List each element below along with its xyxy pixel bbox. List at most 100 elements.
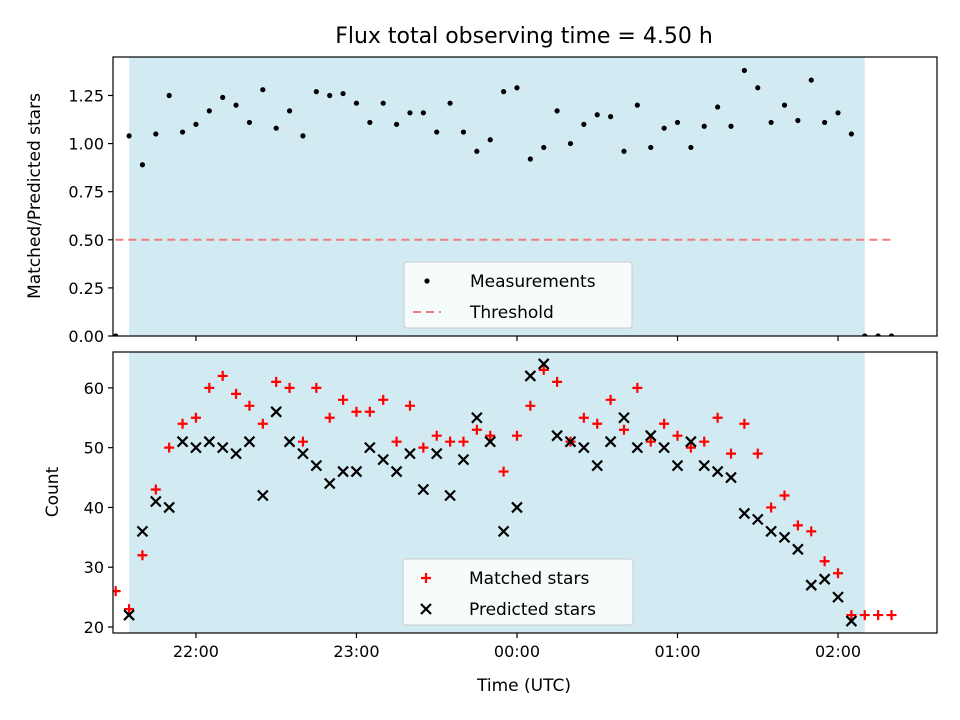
- matched-point: [113, 586, 121, 597]
- legend-measurements-marker: [424, 278, 430, 284]
- measurement-point: [594, 112, 600, 118]
- predicted-point: [511, 501, 523, 514]
- matched-point: [324, 412, 335, 423]
- predicted-point: [243, 435, 256, 448]
- predicted-point: [230, 447, 242, 460]
- matched-point: [471, 424, 482, 435]
- measurement-point: [688, 144, 694, 151]
- top-y-tick-label: 0.00: [68, 327, 104, 346]
- predicted-point: [604, 435, 617, 448]
- predicted-point: [203, 435, 216, 448]
- measurement-point: [781, 102, 788, 108]
- matched-point: [97, 586, 107, 596]
- predicted-point: [190, 441, 202, 454]
- predicted-point: [618, 411, 630, 424]
- x-tick-label: 02:00: [815, 642, 861, 661]
- matched-point: [217, 370, 228, 381]
- matched-point: [699, 436, 710, 447]
- top-legend: Measurements Threshold: [403, 261, 633, 329]
- predicted-point: [216, 441, 229, 454]
- measurement-point: [139, 162, 146, 168]
- predicted-point: [390, 465, 403, 478]
- measurement-point: [380, 100, 386, 106]
- matched-point: [378, 394, 389, 405]
- x-axis-label: Time (UTC): [476, 676, 571, 696]
- measurement-point: [527, 156, 533, 162]
- matched-point: [351, 406, 362, 417]
- predicted-point: [832, 591, 844, 603]
- matched-point: [886, 610, 897, 621]
- matched-point: [311, 382, 322, 393]
- matched-point: [137, 550, 148, 561]
- top-axes-frame: [112, 56, 938, 337]
- measurement-point: [795, 117, 801, 124]
- measurement-point: [153, 131, 159, 137]
- measurement-point: [286, 108, 293, 114]
- bottom-y-tick-label: 20: [84, 618, 104, 637]
- predicted-point: [136, 525, 149, 538]
- measurement-point: [206, 108, 212, 114]
- matched-point: [458, 436, 469, 447]
- bottom-axes-frame: [112, 351, 938, 634]
- predicted-point: [524, 370, 537, 382]
- predicted-point: [417, 483, 430, 496]
- measurement-point: [193, 121, 199, 127]
- predicted-point: [444, 489, 456, 502]
- measurement-point: [300, 133, 306, 139]
- predicted-point: [270, 406, 282, 418]
- top-y-tick-label: 0.25: [68, 279, 104, 298]
- measurement-point: [434, 129, 440, 135]
- matched-point: [498, 466, 509, 477]
- measurement-point: [367, 119, 373, 126]
- matched-point: [231, 388, 242, 399]
- predicted-point: [323, 477, 336, 490]
- bottom-y-tick-label: 60: [84, 379, 104, 398]
- measurement-point: [126, 133, 132, 139]
- measurement-point: [621, 148, 627, 154]
- predicted-point: [658, 441, 670, 454]
- matched-point: [177, 418, 188, 429]
- measurement-point: [567, 140, 574, 147]
- bottom-panel: 20 30 40 50 60 22:00 23:00 00:00 01:00 02:00 Match…: [84, 351, 938, 661]
- legend-label-matched-stars: Matched stars: [469, 569, 589, 589]
- predicted-point: [591, 459, 604, 472]
- measurement-point: [862, 333, 868, 336]
- predicted-point: [551, 429, 563, 442]
- matched-point: [779, 490, 790, 501]
- predicted-point: [364, 441, 376, 454]
- matched-point: [364, 406, 375, 417]
- measurement-point: [741, 67, 747, 74]
- matched-point: [726, 448, 736, 459]
- bottom-legend: Matched stars Predicted stars: [402, 558, 634, 626]
- measurement-point: [822, 119, 828, 126]
- measurement-point: [768, 119, 774, 126]
- predicted-point: [350, 465, 363, 478]
- measurement-point: [514, 85, 520, 91]
- predicted-point: [818, 573, 831, 585]
- predicted-point: [711, 465, 724, 478]
- matched-point: [806, 526, 817, 537]
- predicted-point: [163, 501, 175, 514]
- matched-point: [418, 442, 429, 453]
- matched-point: [297, 436, 308, 447]
- matched-point: [819, 556, 830, 567]
- matched-point: [338, 394, 349, 405]
- measurement-point: [474, 148, 480, 154]
- predicted-point: [698, 459, 711, 472]
- predicted-point: [283, 435, 296, 448]
- matched-point: [605, 394, 616, 405]
- predicted-point: [484, 435, 496, 448]
- matched-point: [190, 412, 201, 423]
- matched-point: [511, 430, 522, 441]
- matched-point: [404, 400, 415, 411]
- predicted-point: [497, 525, 510, 538]
- measurement-point: [888, 333, 895, 336]
- predicted-point: [671, 459, 684, 472]
- matched-point: [632, 382, 643, 393]
- matched-point: [244, 400, 255, 411]
- predicted-point: [310, 459, 323, 472]
- predicted-point: [644, 429, 657, 442]
- bottom-plot-area: [97, 358, 897, 627]
- x-tick-label: 23:00: [333, 642, 379, 661]
- measurement-point: [661, 125, 667, 131]
